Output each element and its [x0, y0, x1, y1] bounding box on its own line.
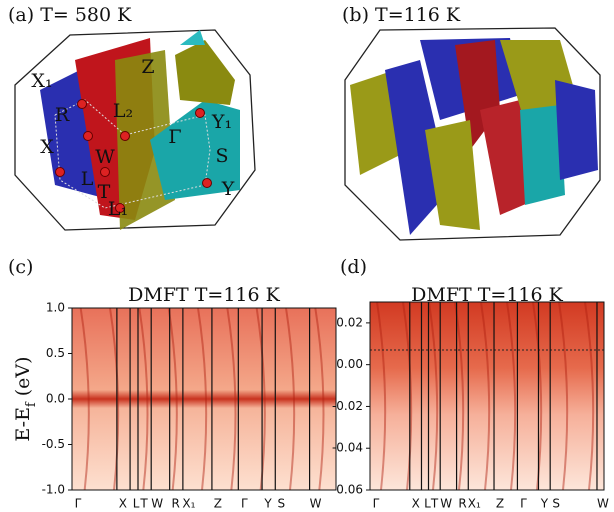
x-tick-label: R	[458, 497, 466, 511]
plot-frame	[71, 307, 337, 491]
spectral-map	[72, 308, 336, 490]
band-feature	[255, 307, 266, 491]
x-tick-label: X₁	[182, 497, 195, 511]
band-feature	[376, 301, 387, 491]
x-tick-label: W	[310, 497, 322, 511]
y-tick-label: 0.0	[46, 392, 65, 406]
y-tick-label: 0.00	[336, 357, 363, 371]
x-tick-label: L	[133, 497, 140, 511]
x-tick-label: X₁	[468, 497, 481, 511]
k-point-label: X₁	[31, 70, 52, 92]
x-tick-label: X	[412, 497, 420, 511]
panel-label: (b) T=116 K	[342, 4, 461, 26]
band-feature	[506, 301, 517, 491]
k-point	[83, 131, 93, 141]
band-feature	[167, 307, 178, 491]
k-point	[100, 167, 110, 177]
y-tick-label: -0.5	[42, 437, 65, 451]
k-point-label: Γ	[168, 126, 181, 148]
y-tick-label: 0.02	[336, 315, 363, 329]
band-feature	[428, 301, 439, 491]
x-tick-label: Γ	[75, 497, 82, 511]
x-tick-label: L	[424, 497, 431, 511]
y-tick-label: -0.04	[332, 441, 363, 455]
y-tick-label: 0.5	[46, 346, 65, 360]
panel-label: (a) T= 580 K	[8, 4, 132, 26]
k-point-label: L₂	[113, 100, 133, 122]
k-point-label: L	[81, 168, 94, 190]
k-point-label: R	[55, 104, 70, 126]
y-axis-label-part: f	[24, 401, 39, 407]
k-point-label: Y₁	[211, 111, 232, 133]
x-tick-label: W	[597, 497, 609, 511]
band-feature	[480, 301, 491, 491]
band-feature	[197, 307, 208, 491]
plot-frame	[369, 301, 605, 491]
k-point	[202, 178, 212, 188]
panel-label: (d)	[340, 256, 367, 278]
k-point-label: Z	[141, 56, 154, 78]
panel-label: (c)	[8, 256, 33, 278]
y-tick-label: 1.0	[46, 301, 65, 315]
chart-title: DMFT T=116 K	[411, 284, 563, 306]
band-feature	[285, 307, 296, 491]
x-tick-label: S	[277, 497, 285, 511]
y-tick-label: -0.06	[332, 483, 363, 497]
band-feature	[402, 301, 413, 491]
band-feature	[314, 307, 325, 491]
spectral-map	[370, 302, 604, 490]
y-tick-label: -1.0	[42, 483, 65, 497]
x-tick-label: X	[119, 497, 127, 511]
k-point	[77, 99, 87, 109]
band-feature	[454, 301, 465, 491]
x-tick-label: Γ	[520, 497, 527, 511]
x-tick-label: Z	[496, 497, 504, 511]
fermi-surface-b	[344, 27, 601, 241]
k-point-label: X	[40, 136, 54, 158]
band-feature	[109, 307, 120, 491]
x-tick-label: R	[172, 497, 180, 511]
band-feature	[79, 307, 90, 491]
k-point	[55, 167, 65, 177]
k-point-label: L₁	[108, 198, 128, 220]
x-tick-label: Z	[214, 497, 222, 511]
x-tick-label: S	[552, 497, 560, 511]
x-tick-label: Y	[540, 497, 549, 511]
y-axis-label-part: E-E	[12, 407, 34, 442]
x-tick-label: Y	[263, 497, 272, 511]
k-point-label: W	[95, 146, 115, 168]
y-axis-label: E-Ef (eV)	[12, 356, 39, 441]
band-feature	[138, 307, 149, 491]
y-tick-label: -0.02	[332, 399, 363, 413]
x-tick-label: Γ	[241, 497, 248, 511]
x-tick-label: T	[430, 497, 439, 511]
band-feature	[558, 301, 569, 491]
k-point	[195, 108, 205, 118]
band-feature	[226, 307, 237, 491]
k-point-label: Y	[221, 178, 235, 200]
k-point	[120, 131, 130, 141]
x-tick-label: T	[139, 497, 148, 511]
k-point	[115, 203, 125, 213]
chart-title: DMFT T=116 K	[128, 284, 280, 306]
fermi-surface-a	[14, 29, 256, 231]
band-feature	[584, 301, 595, 491]
k-point-label: S	[215, 145, 228, 167]
x-tick-label: W	[440, 497, 452, 511]
x-tick-label: W	[151, 497, 163, 511]
y-axis-label-part: (eV)	[12, 356, 34, 402]
k-point-label: T	[98, 181, 111, 203]
x-tick-label: Γ	[373, 497, 380, 511]
